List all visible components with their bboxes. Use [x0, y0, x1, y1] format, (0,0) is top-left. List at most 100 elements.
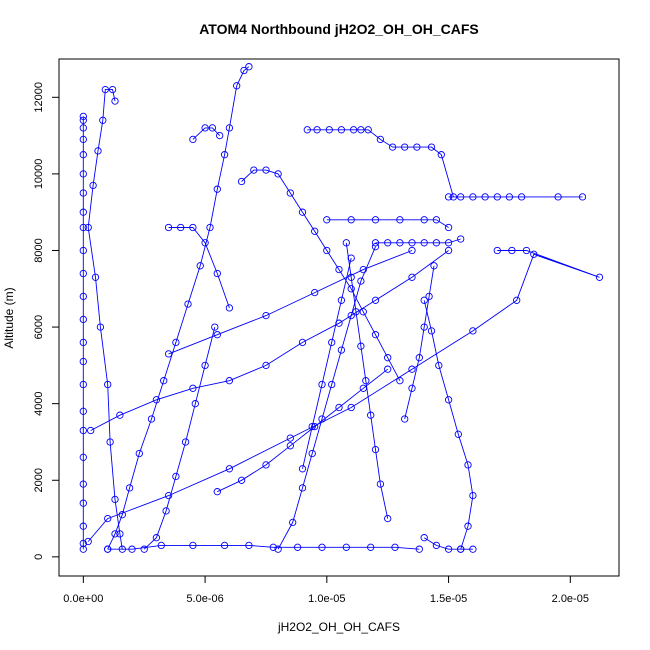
- data-point: [298, 484, 307, 492]
- data-point: [513, 296, 521, 304]
- data-point: [220, 151, 229, 159]
- data-point: [396, 216, 404, 224]
- y-axis-label: Altitude (m): [2, 287, 16, 348]
- data-point: [347, 285, 355, 293]
- plot-frame: [58, 58, 620, 577]
- data-point: [347, 311, 355, 320]
- series-line-8: [326, 219, 449, 228]
- data-point: [430, 262, 438, 270]
- data-point: [211, 323, 219, 331]
- data-point: [181, 438, 190, 446]
- data-point: [308, 422, 316, 431]
- data-point: [420, 323, 428, 331]
- data-point: [388, 143, 397, 151]
- data-point: [457, 193, 465, 201]
- chart-title: ATOM4 Northbound jH2O2_OH_OH_CAFS: [199, 21, 479, 37]
- data-point: [318, 415, 326, 423]
- data-point: [213, 185, 221, 193]
- data-point: [347, 273, 355, 281]
- y-tick-label: 4000: [33, 391, 45, 415]
- data-point: [413, 143, 421, 151]
- data-point: [371, 243, 380, 251]
- data-point: [152, 534, 161, 542]
- data-point: [184, 300, 192, 308]
- data-point: [118, 511, 126, 519]
- data-point: [335, 319, 343, 327]
- data-point: [469, 545, 477, 553]
- data-point: [189, 384, 197, 392]
- data-point: [308, 449, 316, 458]
- x-tick-label: 1.5e-05: [430, 593, 467, 605]
- data-point: [104, 545, 112, 553]
- data-point: [99, 116, 107, 124]
- data-point: [420, 296, 428, 304]
- data-point: [469, 491, 477, 500]
- data-point: [233, 82, 241, 90]
- data-point: [454, 430, 462, 438]
- data-point: [79, 480, 87, 488]
- data-point: [444, 396, 453, 404]
- series-line-10: [168, 250, 413, 355]
- y-tick-label: 6000: [33, 315, 45, 339]
- data-point: [79, 380, 87, 389]
- data-point: [79, 499, 87, 507]
- data-point: [444, 545, 453, 553]
- data-point: [201, 124, 209, 132]
- data-point: [125, 484, 134, 492]
- data-point: [208, 124, 217, 132]
- data-point: [364, 126, 372, 134]
- data-point: [157, 541, 165, 550]
- data-point: [311, 227, 319, 235]
- data-point: [79, 539, 87, 548]
- data-point: [84, 223, 92, 232]
- data-point: [213, 488, 221, 496]
- x-tick-label: 5.0e-06: [186, 593, 223, 605]
- data-point: [94, 147, 102, 155]
- series-line-18: [345, 242, 389, 519]
- data-point: [408, 273, 416, 281]
- data-point: [352, 308, 360, 316]
- data-point: [298, 465, 307, 473]
- data-point: [79, 522, 87, 530]
- series-line-2: [87, 89, 123, 550]
- data-point: [79, 315, 87, 324]
- data-point: [286, 442, 294, 450]
- data-point: [286, 434, 294, 442]
- data-point: [359, 265, 367, 274]
- data-point: [464, 461, 472, 469]
- data-point: [367, 543, 375, 551]
- data-point: [444, 223, 453, 232]
- series-line-12: [423, 300, 474, 550]
- data-point: [250, 166, 258, 174]
- data-point: [160, 377, 168, 385]
- data-point: [425, 292, 433, 301]
- data-point: [444, 246, 453, 255]
- data-point: [213, 269, 221, 278]
- data-point: [245, 541, 253, 550]
- data-point: [517, 193, 526, 201]
- data-point: [427, 143, 436, 151]
- data-point: [79, 151, 87, 159]
- data-point: [420, 534, 428, 542]
- data-point: [311, 288, 319, 297]
- data-point: [101, 85, 109, 94]
- data-point: [216, 131, 224, 140]
- data-point: [420, 239, 428, 247]
- data-point: [79, 112, 87, 121]
- data-point: [293, 543, 302, 551]
- data-point: [337, 346, 346, 354]
- data-point: [91, 273, 100, 281]
- series-line-17: [241, 169, 401, 381]
- data-point: [79, 116, 87, 124]
- data-point: [79, 292, 87, 301]
- data-point: [376, 480, 385, 488]
- data-point: [196, 262, 204, 270]
- data-point: [191, 400, 199, 408]
- data-point: [164, 223, 173, 232]
- data-point: [172, 472, 180, 481]
- data-point: [116, 411, 124, 419]
- series-lines: [82, 66, 600, 550]
- data-point: [140, 545, 148, 553]
- data-point: [457, 235, 465, 243]
